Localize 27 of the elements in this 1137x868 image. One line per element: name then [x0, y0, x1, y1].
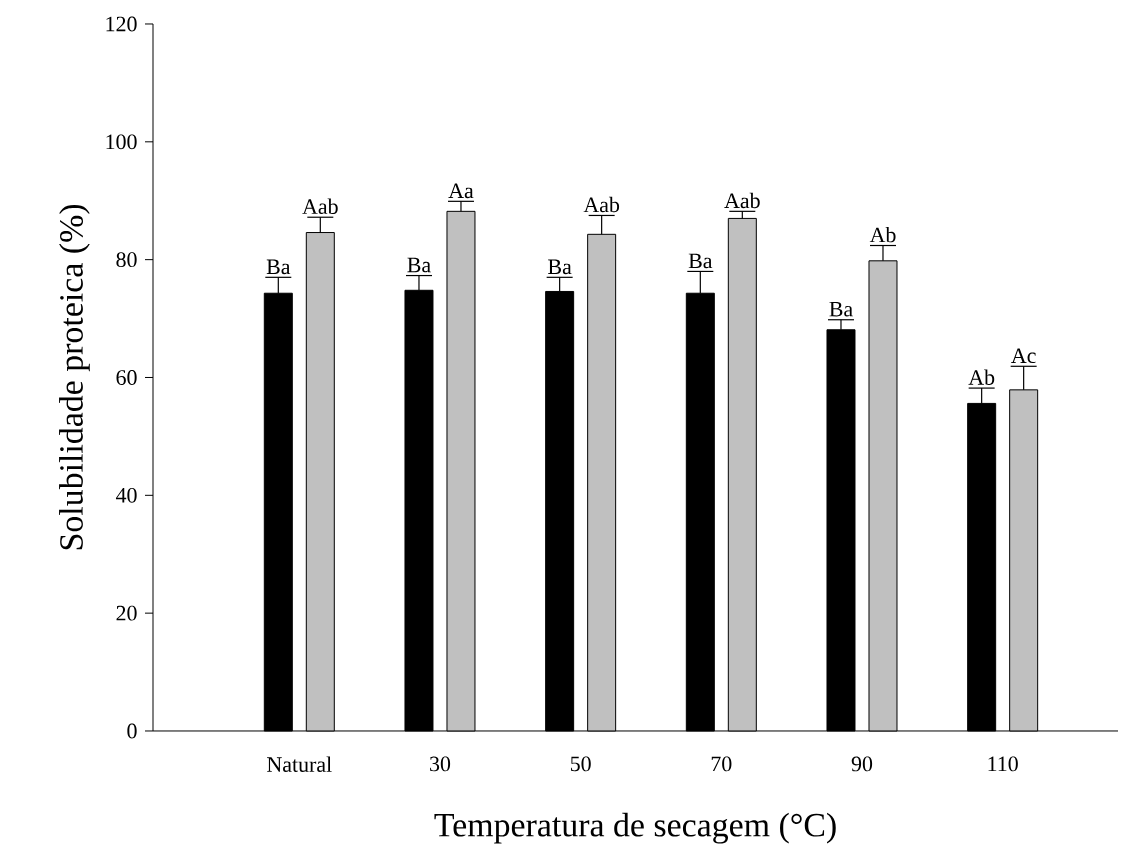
annotation: Ab [968, 369, 995, 385]
annotation: Ba [548, 259, 572, 275]
y-tick-label: 0 [127, 723, 137, 739]
x-tick-label: 30 [430, 756, 451, 772]
y-tick-label: 80 [116, 252, 137, 268]
annotation: Ab [869, 226, 896, 243]
x-tick-label: 70 [711, 756, 732, 772]
y-tick-label: 60 [116, 370, 137, 385]
y-tick-label: 40 [115, 487, 137, 503]
y-tick-label: 20 [116, 605, 137, 621]
x-tick-label: Natural [267, 756, 332, 772]
y-tick-label: 120 [106, 16, 137, 32]
y-axis-title: Solubilidade proteica (%) [59, 204, 90, 550]
annotation: Aab [583, 196, 620, 213]
annotation: Aa [448, 183, 474, 199]
x-tick-label: 50 [570, 756, 591, 772]
annotation: Ba [407, 257, 431, 273]
x-tick-label: 90 [851, 756, 873, 772]
y-tick-label: 100 [106, 134, 137, 150]
annotation: Ba [829, 301, 853, 317]
annotation: Ac [1011, 348, 1036, 364]
x-tick-label: 110 [988, 756, 1018, 772]
annotation: Ba [688, 253, 713, 269]
annotation: Aab [302, 198, 338, 215]
x-axis-title: Temperatura de secagem (°C) [434, 812, 836, 844]
annotation: Aab [724, 192, 760, 209]
annotation: Ba [266, 259, 291, 275]
